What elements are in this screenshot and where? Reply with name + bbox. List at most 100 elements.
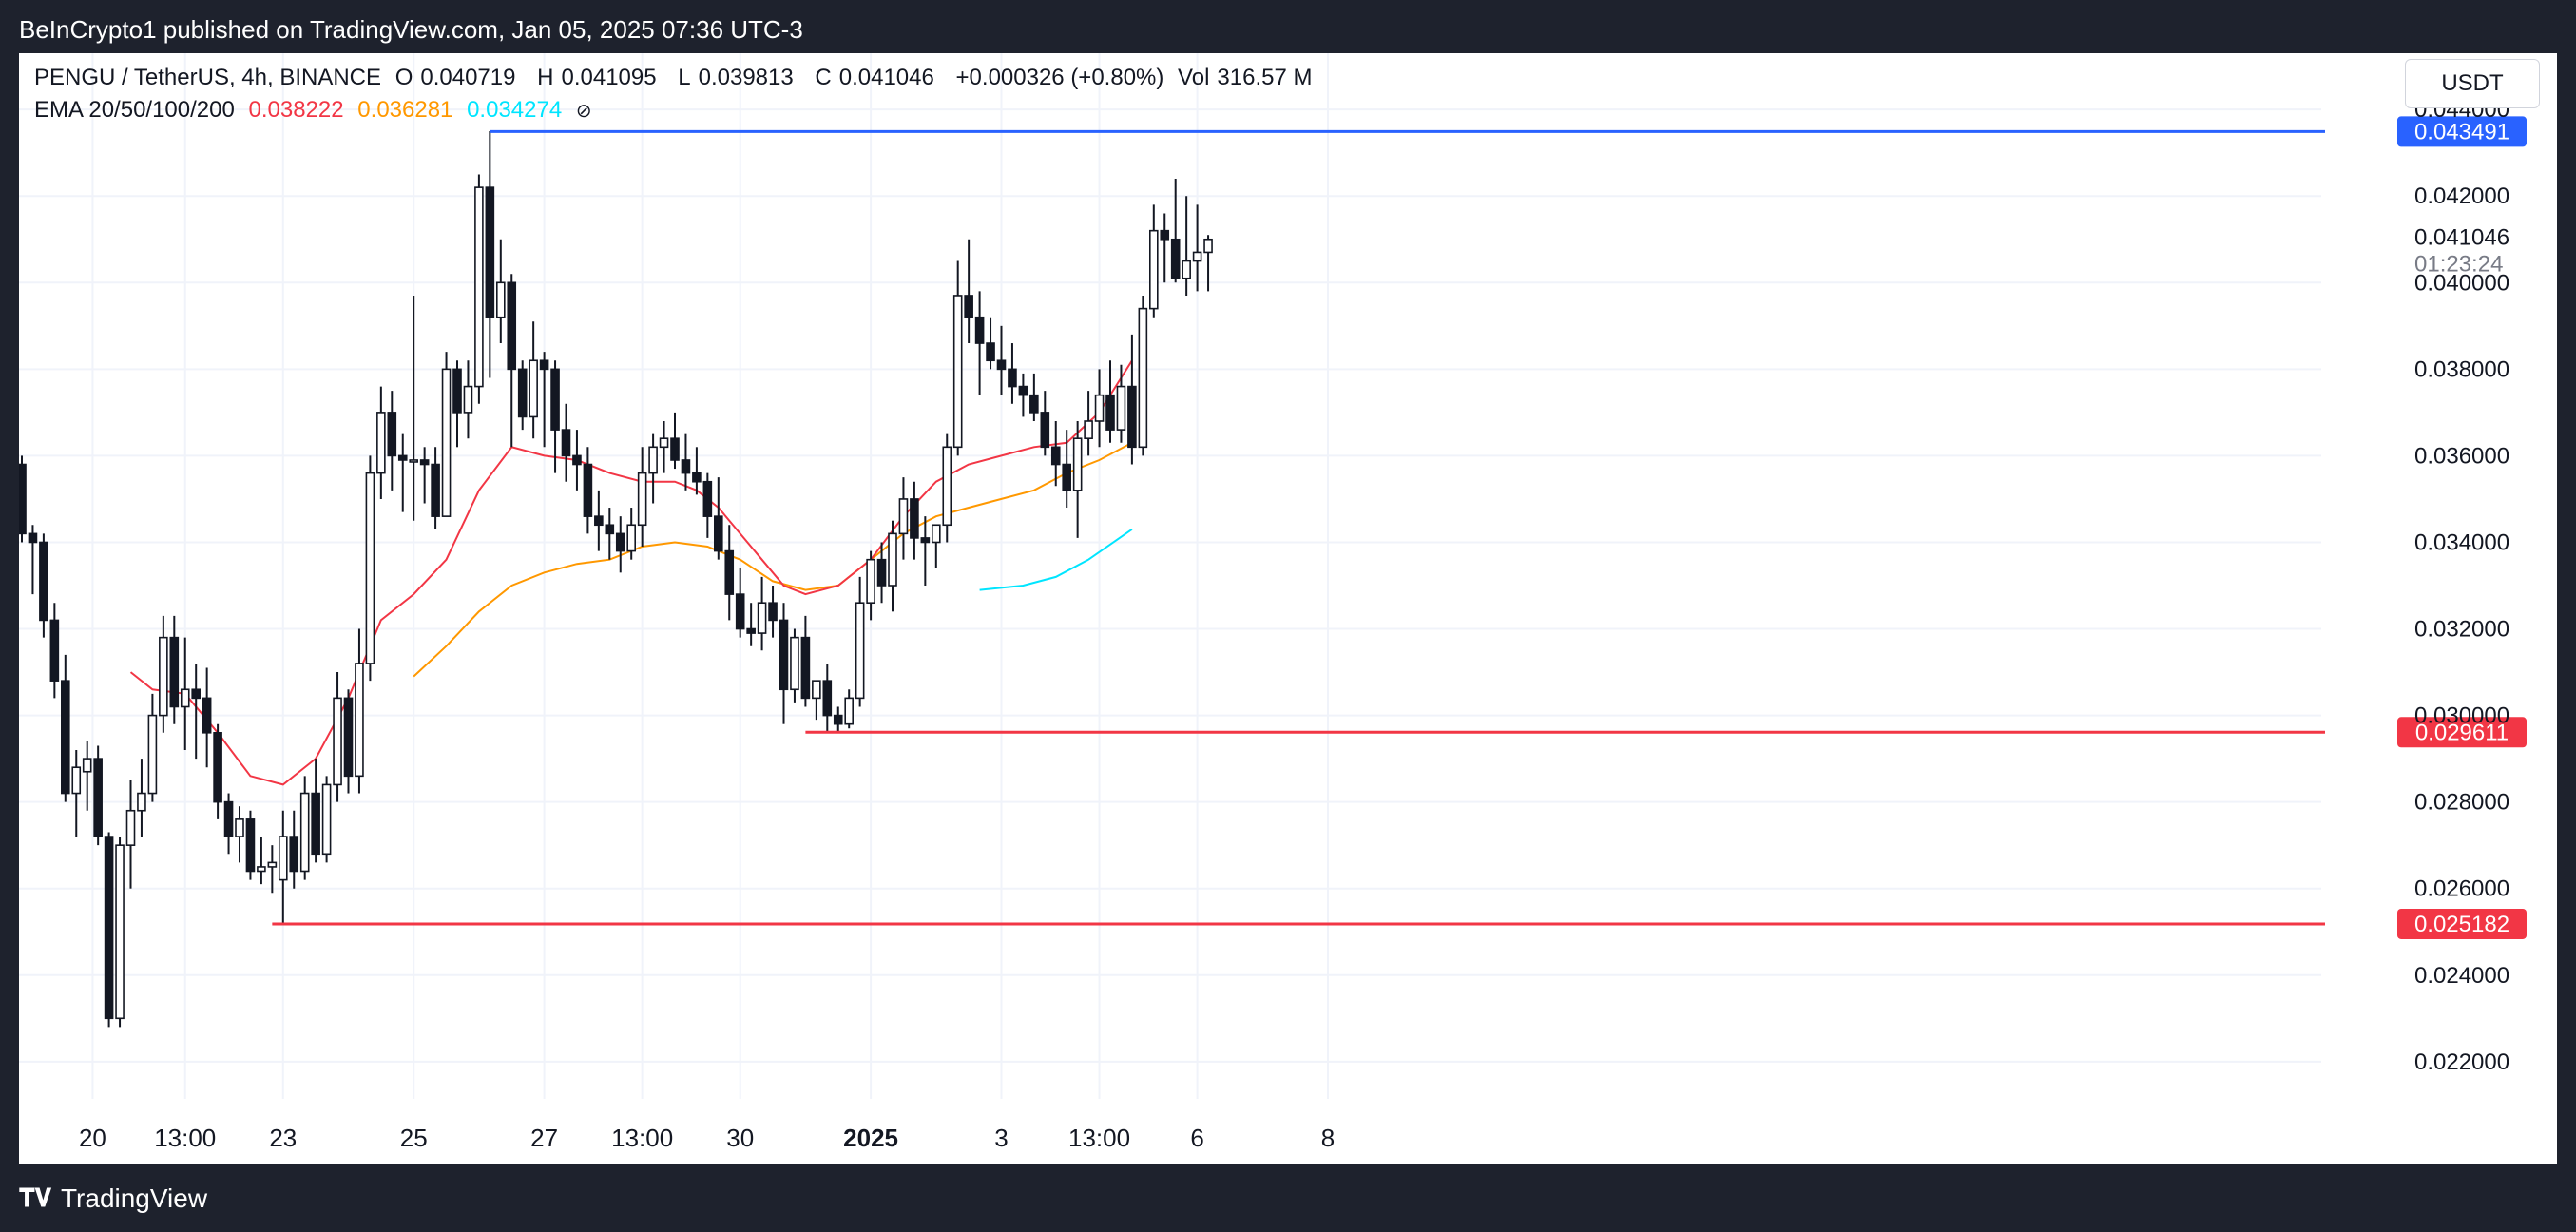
currency-button[interactable]: USDT	[2405, 59, 2540, 108]
candle-down	[169, 636, 180, 708]
volume-value: Vol 316.57 M	[1178, 65, 1313, 90]
resistance-label: 0.043491	[2414, 119, 2509, 144]
candle-down	[920, 537, 931, 544]
candle-up	[1138, 307, 1148, 449]
tradingview-brand[interactable]: TradingView	[60, 1184, 208, 1213]
x-tick-label: 6	[1190, 1124, 1203, 1152]
x-tick-label: 27	[530, 1124, 558, 1152]
candle-down	[539, 359, 549, 371]
candle-down	[49, 619, 60, 682]
candle-up	[1182, 260, 1191, 279]
candle-up	[1203, 238, 1213, 254]
candle-up	[278, 836, 288, 881]
candle-down	[397, 454, 408, 461]
footer-bar: 𝐓𝐕 TradingView	[0, 1165, 2576, 1232]
candle-up	[1084, 420, 1093, 440]
candle-up	[267, 861, 278, 868]
price-chart[interactable]: 0.0434910.0296110.0251820.0440000.042000…	[19, 53, 2557, 1164]
eye-off-icon[interactable]: ⊘	[575, 101, 592, 122]
support-2-tag	[2397, 908, 2527, 939]
candle-up	[441, 368, 452, 517]
candle-up	[757, 602, 767, 634]
candle-down	[507, 281, 517, 371]
candle-down	[1105, 394, 1115, 431]
candle-up	[463, 385, 473, 414]
ema50-value: 0.036281	[357, 97, 453, 123]
candle-up	[125, 809, 136, 846]
candle-up	[474, 186, 484, 388]
candle-up	[855, 602, 865, 700]
candle-down	[822, 680, 833, 717]
candle-up	[257, 866, 266, 873]
candle-down	[223, 800, 234, 837]
candle-down	[724, 549, 735, 595]
y-tick-label: 0.022000	[2414, 1049, 2509, 1075]
candle-down	[713, 515, 723, 552]
x-tick-label: 8	[1321, 1124, 1335, 1152]
candle-down	[670, 437, 680, 461]
resistance-tag	[2397, 116, 2527, 147]
candle-down	[431, 463, 440, 517]
candle-up	[952, 295, 963, 449]
candle-up	[82, 758, 92, 773]
y-tick-label: 0.032000	[2414, 617, 2509, 643]
candle-up	[659, 437, 669, 449]
candle-down	[1040, 412, 1050, 449]
candle-up	[1116, 385, 1126, 431]
candle-up	[299, 792, 310, 873]
candle-up	[626, 524, 637, 552]
candle-down	[800, 636, 811, 700]
candle-down	[93, 758, 103, 837]
candle-down	[1008, 368, 1017, 388]
x-tick-label: 23	[269, 1124, 297, 1152]
candle-down	[1050, 446, 1061, 466]
candle-up	[235, 818, 244, 837]
candle-down	[213, 731, 222, 803]
symbol-title[interactable]: PENGU / TetherUS, 4h, BINANCE	[34, 65, 382, 90]
candle-up	[333, 697, 342, 786]
candle-up	[790, 636, 799, 691]
tradingview-logo-icon[interactable]: 𝐓𝐕	[19, 1184, 51, 1212]
support-1-tag	[2397, 717, 2527, 748]
candle-down	[1170, 238, 1181, 279]
candle-up	[321, 783, 332, 856]
ema50-line	[413, 441, 1133, 678]
candle-down	[779, 619, 789, 691]
x-tick-label: 3	[994, 1124, 1008, 1152]
candle-down	[768, 602, 778, 622]
candle-down	[876, 558, 887, 587]
y-tick-label: 0.026000	[2414, 876, 2509, 902]
support-1-label: 0.029611	[2415, 720, 2509, 745]
candle-up	[812, 680, 821, 700]
candle-down	[910, 498, 919, 539]
candle-up	[648, 446, 658, 474]
candle-down	[594, 515, 604, 527]
chart-panel[interactable]: 0.043491 0.029611 0.025182 0.044000 0.042000…	[19, 53, 2557, 1164]
candle-down	[833, 714, 843, 725]
x-tick-label: 25	[400, 1124, 428, 1152]
candle-down	[289, 836, 299, 873]
y-tick-label: 0.034000	[2414, 529, 2509, 555]
y-tick-label: 0.038000	[2414, 356, 2509, 382]
candle-down	[1062, 463, 1071, 491]
candle-up	[866, 558, 875, 605]
ema-label[interactable]: EMA 20/50/100/200	[34, 97, 235, 123]
candle-up	[942, 446, 952, 527]
candle-down	[419, 459, 430, 466]
candle-up	[147, 714, 158, 795]
candle-down	[986, 342, 995, 362]
candle-down	[681, 459, 691, 474]
candle-up	[71, 766, 82, 795]
candle-down	[452, 368, 462, 414]
candle-down	[572, 454, 582, 466]
y-tick-label: 0.040000	[2414, 270, 2509, 296]
candle-up	[888, 532, 897, 587]
x-tick-label: 30	[726, 1124, 754, 1152]
candle-down	[702, 480, 713, 517]
candle-up	[1149, 229, 1159, 310]
candle-down	[517, 368, 528, 418]
candle-up	[365, 472, 375, 664]
candle-up	[355, 663, 364, 778]
candle-down	[104, 836, 114, 1020]
candle-down	[39, 541, 48, 622]
